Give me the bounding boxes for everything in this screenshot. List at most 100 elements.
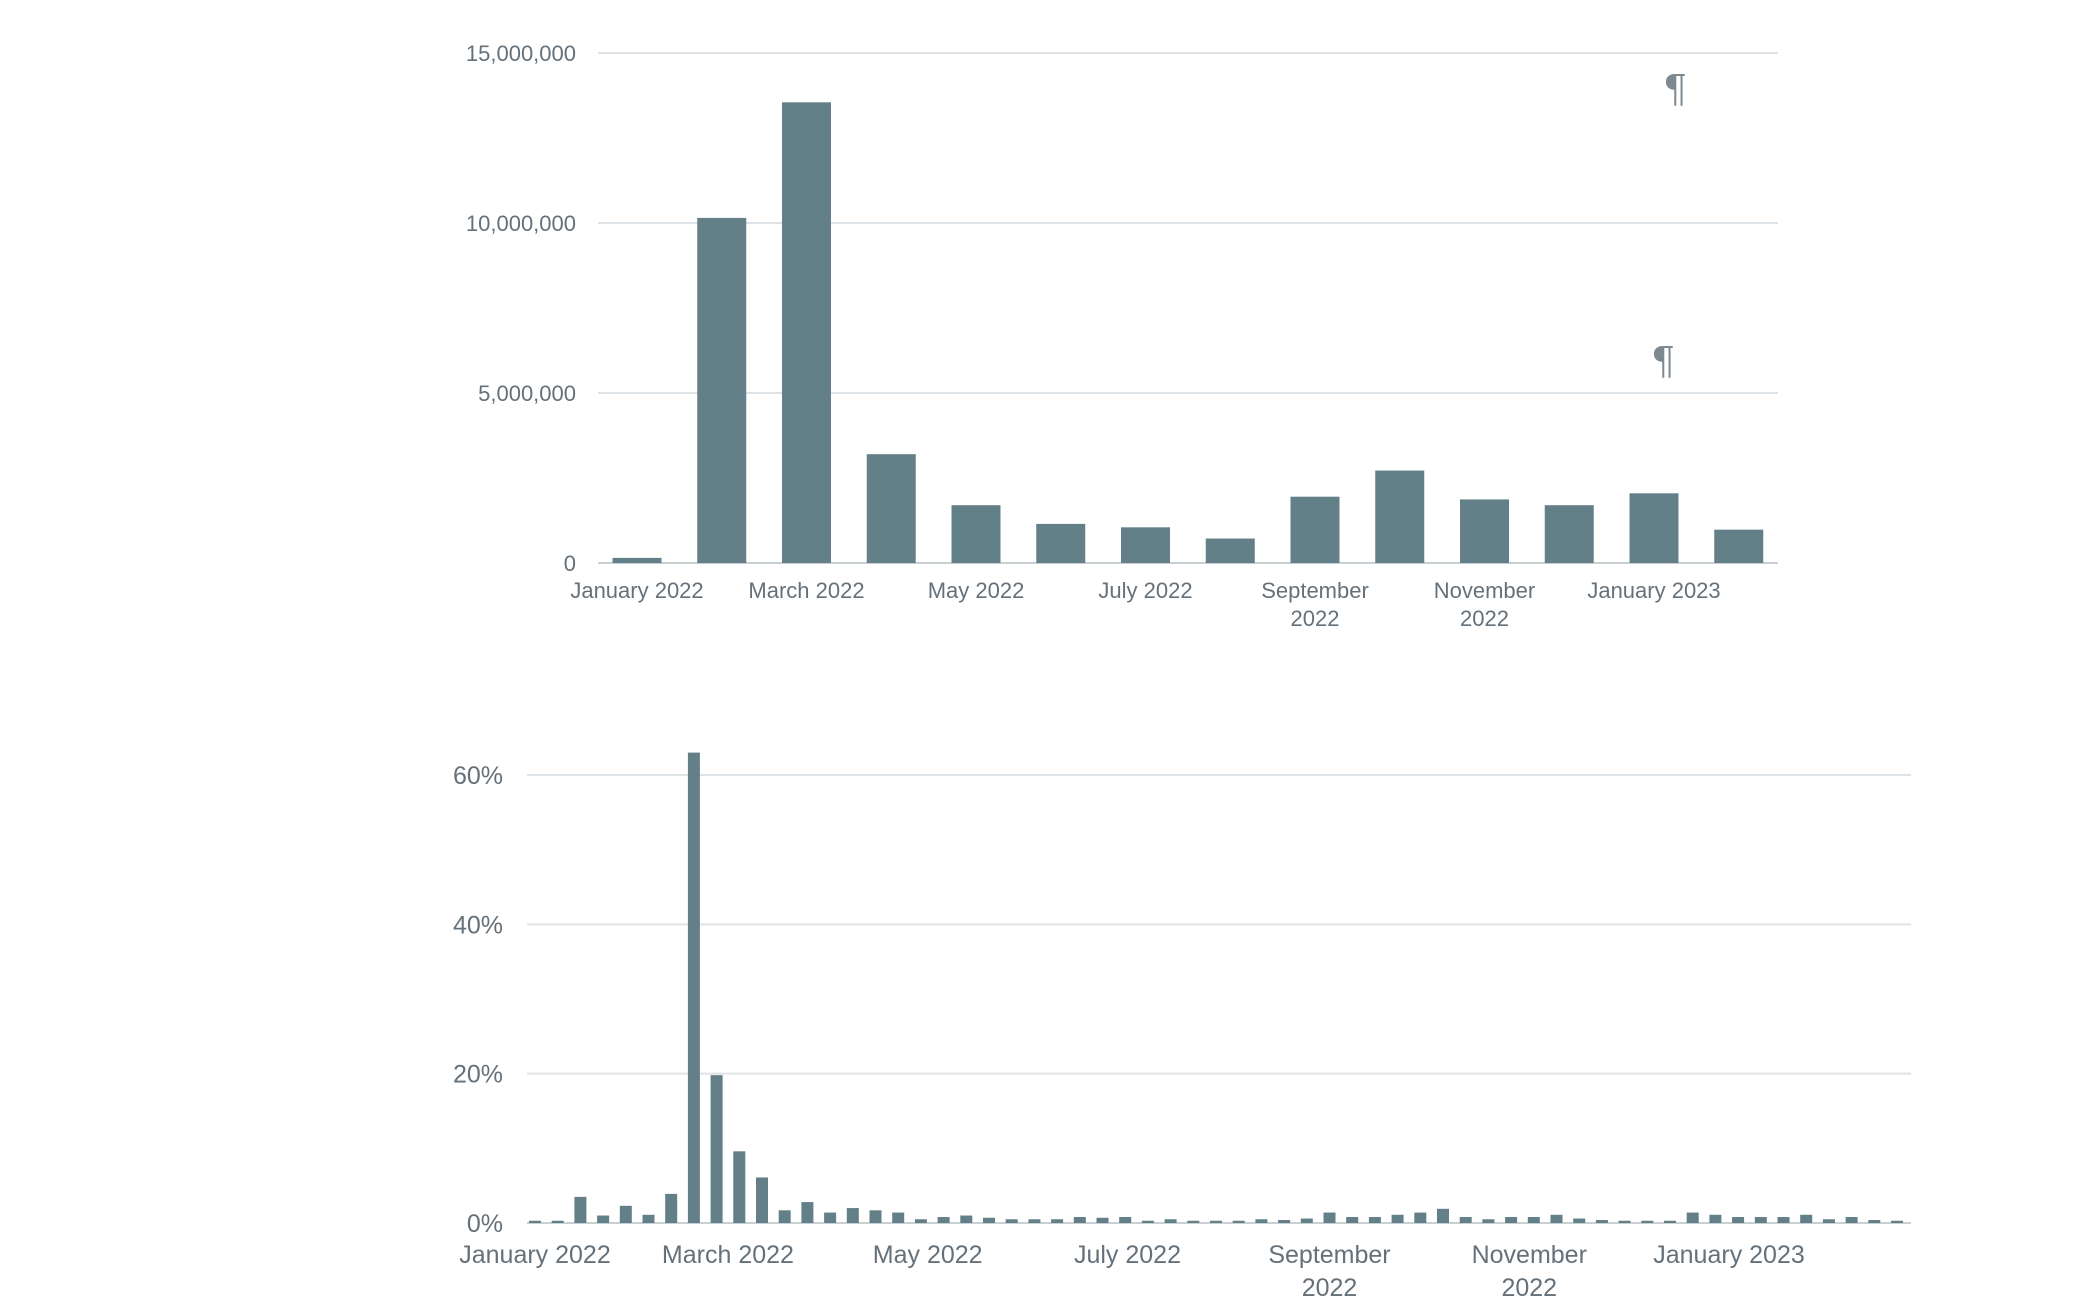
chart2-bar <box>529 1220 541 1223</box>
chart2-bar <box>1346 1217 1359 1223</box>
chart1-x-tick-label: 2022 <box>1291 606 1340 631</box>
chart2-x-tick-label: 2022 <box>1501 1274 1557 1302</box>
monthly-total-bar-chart: 0 5,000,000 10,000,000 15,000,000 January 20… <box>466 41 1778 631</box>
weekly-share-bar-chart: 0% 20% 40% 60% January 2022 March 2022 May 202… <box>453 752 1911 1302</box>
chart2-bar <box>1051 1219 1064 1223</box>
chart2-bar <box>710 1075 723 1223</box>
chart2-x-tick-label: January 2022 <box>459 1241 611 1269</box>
chart2-bar <box>1732 1217 1745 1223</box>
chart2-bar <box>1505 1217 1518 1223</box>
chart2-bar <box>937 1217 950 1223</box>
chart2-y-tick-label: 40% <box>453 911 503 939</box>
chart2-bar <box>1777 1217 1790 1223</box>
chart1-bar-october-2022 <box>1375 470 1425 563</box>
chart2-bar <box>1482 1219 1495 1223</box>
chart2-bar <box>619 1205 632 1223</box>
pilcrow-mark-lower: ¶ <box>1651 339 1675 383</box>
chart2-bar <box>1845 1217 1858 1223</box>
chart2-bar <box>1255 1219 1268 1223</box>
chart2-bar <box>1754 1217 1767 1223</box>
chart1-x-tick-label: January 2022 <box>570 578 703 603</box>
chart1-x-tick-label: 2022 <box>1460 606 1509 631</box>
chart2-bar <box>1550 1214 1563 1223</box>
chart2-bar <box>1141 1220 1154 1223</box>
chart2-bar <box>1709 1214 1722 1223</box>
chart1-y-tick-label: 5,000,000 <box>478 381 576 406</box>
chart1-x-tick-label: May 2022 <box>928 578 1025 603</box>
chart2-bar <box>1459 1217 1472 1223</box>
chart2-bar <box>892 1212 905 1223</box>
chart2-bar <box>778 1210 791 1223</box>
chart2-bar <box>869 1210 882 1223</box>
chart1-bar-february-2023 <box>1714 529 1764 563</box>
chart2-x-tick-label: January 2023 <box>1653 1241 1805 1269</box>
chart1-bar-november-2022 <box>1460 499 1509 563</box>
chart2-bar <box>1573 1218 1586 1223</box>
chart1-bar-february-2022 <box>697 217 747 563</box>
chart2-x-tick-label: 2022 <box>1302 1274 1358 1302</box>
chart2-x-tick-label: July 2022 <box>1074 1241 1181 1269</box>
chart2-x-tick-label: September <box>1268 1241 1390 1269</box>
chart1-bar-june-2022 <box>1036 523 1086 563</box>
chart2-bar <box>1368 1217 1381 1223</box>
chart1-bar-may-2022 <box>951 505 1001 563</box>
chart1-x-tick-label: November <box>1434 578 1535 603</box>
chart2-bar <box>1005 1219 1018 1223</box>
chart1-x-tick-label: March 2022 <box>748 578 864 603</box>
chart1-bar-january-2023 <box>1629 493 1679 563</box>
chart2-bar <box>1210 1220 1222 1223</box>
pilcrow-mark-upper: ¶ <box>1663 67 1687 111</box>
chart2-bar <box>1187 1220 1200 1223</box>
chart2-bar <box>597 1215 610 1223</box>
chart2-bar <box>687 752 700 1223</box>
chart2-bar <box>551 1220 564 1223</box>
chart2-bar <box>1323 1212 1336 1223</box>
chart2-bar <box>1164 1219 1177 1223</box>
chart1-y-tick-label: 15,000,000 <box>466 41 576 66</box>
chart2-y-tick-label: 20% <box>453 1061 503 1089</box>
chart2-bar <box>1686 1212 1699 1223</box>
chart2-bar <box>1595 1220 1608 1223</box>
chart2-y-tick-label: 0% <box>467 1210 503 1238</box>
chart1-bar-july-2022 <box>1121 527 1170 563</box>
chart1-bar-december-2022 <box>1544 505 1594 563</box>
chart1-bar-april-2022 <box>866 454 916 563</box>
chart2-bar <box>1868 1220 1881 1223</box>
chart2-bar <box>1527 1217 1540 1223</box>
chart1-x-tick-label: January 2023 <box>1587 578 1720 603</box>
chart2-bar <box>1119 1217 1132 1223</box>
chart2-bar <box>1641 1220 1654 1223</box>
chart2-bar <box>801 1202 814 1223</box>
chart2-bar <box>1437 1208 1449 1223</box>
chart2-x-tick-label: November <box>1472 1241 1587 1269</box>
chart2-bar <box>1618 1220 1631 1223</box>
chart2-x-tick-label: March 2022 <box>662 1241 794 1269</box>
chart2-bar <box>846 1208 859 1223</box>
chart2-bar <box>960 1215 973 1223</box>
chart1-bar-august-2022 <box>1205 538 1255 563</box>
chart1-bar-march-2022 <box>782 102 831 564</box>
chart2-bar <box>1028 1219 1041 1223</box>
chart2-bar <box>1096 1217 1109 1223</box>
chart2-bar <box>733 1151 746 1223</box>
chart2-bar <box>642 1214 655 1223</box>
chart2-bar <box>756 1177 768 1223</box>
chart1-x-tick-label: September <box>1261 578 1369 603</box>
chart2-bar <box>914 1219 927 1223</box>
chart2-bar <box>665 1193 678 1223</box>
chart2-x-tick-label: May 2022 <box>873 1241 983 1269</box>
chart2-bar <box>1800 1214 1813 1223</box>
chart1-x-tick-label: July 2022 <box>1098 578 1192 603</box>
chart2-bar <box>824 1212 837 1223</box>
chart2-bar <box>1891 1220 1903 1223</box>
chart2-bar <box>1664 1220 1676 1223</box>
chart2-bar <box>1300 1218 1313 1223</box>
chart2-bar <box>1822 1219 1835 1223</box>
chart2-bar <box>1073 1217 1086 1223</box>
chart2-bar <box>983 1217 995 1223</box>
chart2-bar <box>574 1196 587 1223</box>
chart1-y-tick-label: 0 <box>564 551 576 576</box>
chart2-y-tick-label: 60% <box>453 762 503 790</box>
chart2-bar <box>1232 1220 1245 1223</box>
chart1-bar-january-2022 <box>612 557 662 563</box>
